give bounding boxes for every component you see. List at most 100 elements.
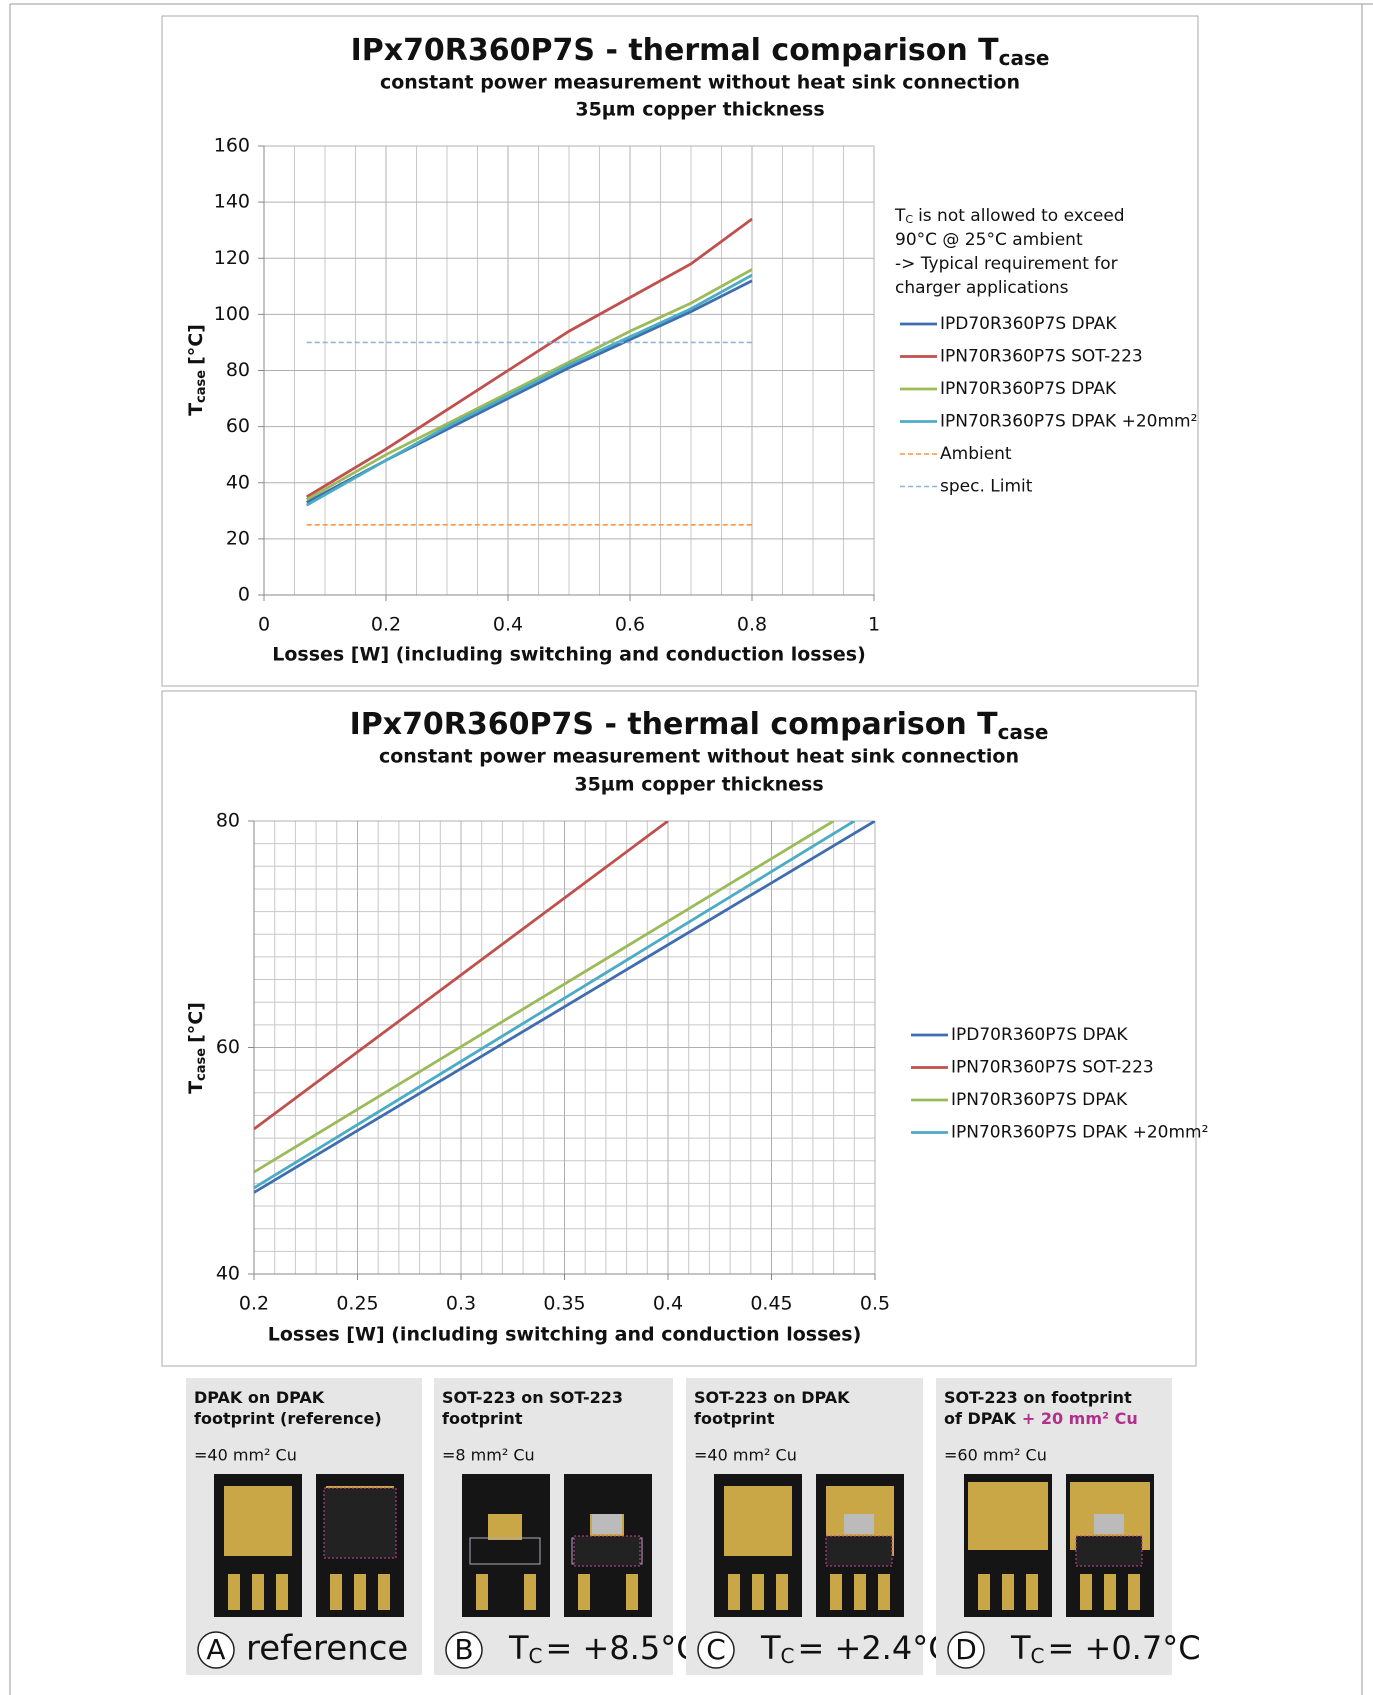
pin-pad: [978, 1574, 990, 1610]
x-tick-label: 0.25: [336, 1293, 378, 1315]
page: IPx70R360P7S - thermal comparison Tcasec…: [0, 0, 1373, 1695]
legend-label: IPN70R360P7S DPAK +20mm²: [940, 412, 1197, 432]
pin-pad: [1026, 1574, 1038, 1610]
panel-header-text: of DPAK: [944, 1409, 1016, 1428]
panel-header: SOT-223 on DPAK: [694, 1388, 850, 1407]
panel-letter: B: [454, 1633, 473, 1666]
annotation-text: 90°C @ 25°C ambient: [895, 230, 1083, 250]
y-tick-label: 120: [214, 247, 250, 269]
legend-label: IPN70R360P7S DPAK: [951, 1090, 1128, 1110]
pin-pad: [378, 1574, 390, 1610]
result-subscript: C: [529, 1644, 543, 1668]
panel-area: =40 mm² Cu: [694, 1446, 797, 1465]
annotation: 90°C @ 25°C ambient: [895, 230, 1083, 250]
annotation-subscript: C: [905, 213, 913, 226]
title-subscript: case: [999, 46, 1050, 70]
x-tick-label: 0.2: [371, 614, 401, 636]
panel-header-text: SOT-223 on footprint: [944, 1388, 1132, 1407]
panel-header: SOT-223 on SOT-223: [442, 1388, 623, 1407]
y-label-symbol: T: [185, 1081, 207, 1094]
y-tick-label: 60: [216, 1036, 240, 1058]
legend-label: IPN70R360P7S SOT-223: [940, 347, 1143, 367]
chart-title: IPx70R360P7S - thermal comparison Tcase: [351, 33, 1050, 70]
annotation-text: -> Typical requirement for: [895, 254, 1118, 274]
photo: [462, 1474, 550, 1617]
pin-pad: [830, 1574, 842, 1610]
panel-header: footprint (reference): [194, 1409, 382, 1428]
pin-pad: [354, 1574, 366, 1610]
package: [1076, 1536, 1142, 1566]
y-label-unit: [°C]: [185, 1002, 207, 1043]
y-label-unit: [°C]: [185, 324, 207, 365]
x-tick-label: 0: [258, 614, 270, 636]
pin-pad: [854, 1574, 866, 1610]
result-symbol: T: [1010, 1629, 1031, 1667]
panel-header: of DPAK + 20 mm² Cu: [944, 1409, 1138, 1428]
pin-pad: [252, 1574, 264, 1610]
panel-area: =40 mm² Cu: [194, 1446, 297, 1465]
panel-header-text: SOT-223 on DPAK: [694, 1388, 850, 1407]
pin-pad: [578, 1574, 590, 1610]
panel-header-text: footprint: [694, 1409, 775, 1428]
pin-pad: [1080, 1574, 1092, 1610]
y-tick-label: 0: [238, 584, 250, 606]
legend-label: IPD70R360P7S DPAK: [951, 1025, 1128, 1045]
legend-label: IPN70R360P7S DPAK +20mm²: [951, 1123, 1208, 1143]
package-tab: [1094, 1514, 1124, 1534]
x-tick-label: 0.6: [615, 614, 645, 636]
pin-pad: [524, 1574, 536, 1610]
legend-label: IPN70R360P7S SOT-223: [951, 1058, 1154, 1078]
title-subscript: case: [998, 720, 1049, 744]
y-tick-label: 40: [216, 1263, 240, 1285]
pin-pad: [1002, 1574, 1014, 1610]
result-text: = +0.7°C: [1048, 1629, 1201, 1667]
pin-pad: [1128, 1574, 1140, 1610]
x-axis-label: Losses [W] (including switching and cond…: [268, 1324, 862, 1346]
title-text: IPx70R360P7S - thermal comparison T: [351, 33, 1000, 68]
panel-result: reference: [246, 1629, 408, 1669]
x-tick-label: 0.8: [737, 614, 767, 636]
copper-pad: [724, 1486, 792, 1556]
panel-header-text: footprint (reference): [194, 1409, 382, 1428]
y-label-subscript: case: [194, 1048, 209, 1081]
x-tick-label: 0.2: [239, 1293, 269, 1315]
result-text: = +8.5°C: [546, 1629, 699, 1667]
pin-pad: [878, 1574, 890, 1610]
x-tick-label: 0.45: [750, 1293, 792, 1315]
result-symbol: T: [508, 1629, 529, 1667]
result-subscript: C: [1031, 1644, 1045, 1668]
y-tick-label: 40: [226, 471, 250, 493]
y-label-symbol: T: [185, 403, 207, 416]
y-tick-label: 100: [214, 303, 250, 325]
x-tick-label: 0.5: [860, 1293, 890, 1315]
panel-area: =8 mm² Cu: [442, 1446, 535, 1465]
result-symbol: T: [760, 1629, 781, 1667]
legend-label: IPN70R360P7S DPAK: [940, 379, 1117, 399]
panel-header-text: DPAK on DPAK: [194, 1388, 325, 1407]
x-tick-label: 0.35: [543, 1293, 585, 1315]
x-tick-label: 0.3: [446, 1293, 476, 1315]
pin-pad: [228, 1574, 240, 1610]
legend-label: spec. Limit: [940, 477, 1033, 497]
package-tab: [844, 1514, 874, 1534]
pin-pad: [476, 1574, 488, 1610]
panel-header-text: footprint: [442, 1409, 523, 1428]
annotation-symbol: T: [894, 206, 906, 226]
annotation: -> Typical requirement for: [895, 254, 1118, 274]
y-tick-label: 160: [214, 135, 250, 157]
chart-subtitle: 35µm copper thickness: [575, 99, 824, 121]
panel-header-highlight: + 20 mm² Cu: [1022, 1409, 1138, 1428]
pin-pad: [330, 1574, 342, 1610]
y-tick-label: 140: [214, 191, 250, 213]
pin-pad: [728, 1574, 740, 1610]
x-axis-label: Losses [W] (including switching and cond…: [272, 644, 866, 666]
panel-header: footprint: [442, 1409, 523, 1428]
chart-subtitle: constant power measurement without heat …: [380, 72, 1020, 94]
annotation: charger applications: [895, 278, 1069, 298]
copper-pad: [968, 1482, 1048, 1550]
package-tab: [592, 1514, 622, 1534]
panel-area: =60 mm² Cu: [944, 1446, 1047, 1465]
title-text: IPx70R360P7S - thermal comparison T: [350, 707, 999, 742]
y-label-subscript: case: [194, 370, 209, 403]
